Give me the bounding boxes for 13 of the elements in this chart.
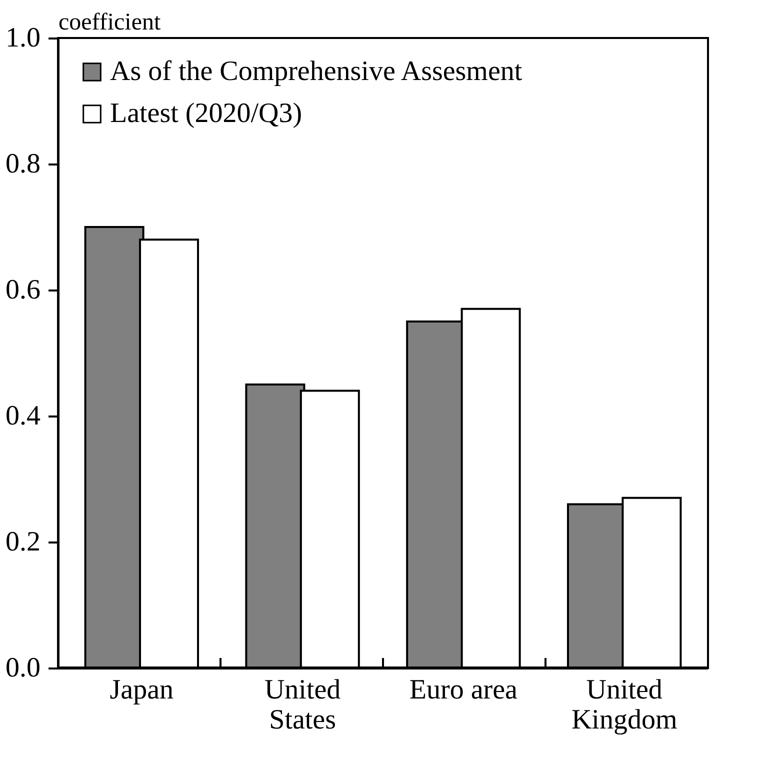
- y-tick-label: 1.0: [6, 22, 40, 54]
- x-tick-label: Euro area: [409, 674, 518, 706]
- y-tick-label: 0.8: [6, 148, 40, 180]
- x-tick-label: United States: [264, 674, 341, 736]
- x-tick-label: Japan: [110, 674, 174, 706]
- y-tick-label: 0.0: [6, 652, 40, 684]
- legend-label: Latest (2020/Q3): [110, 98, 302, 129]
- x-tick-label: United Kingdom: [571, 674, 678, 736]
- y-tick-label: 0.6: [6, 274, 40, 306]
- legend-label: As of the Comprehensive Assesment: [110, 56, 522, 87]
- y-tick-label: 0.4: [6, 400, 40, 432]
- y-axis-title: coefficient: [58, 10, 161, 36]
- y-tick-label: 0.2: [6, 526, 40, 558]
